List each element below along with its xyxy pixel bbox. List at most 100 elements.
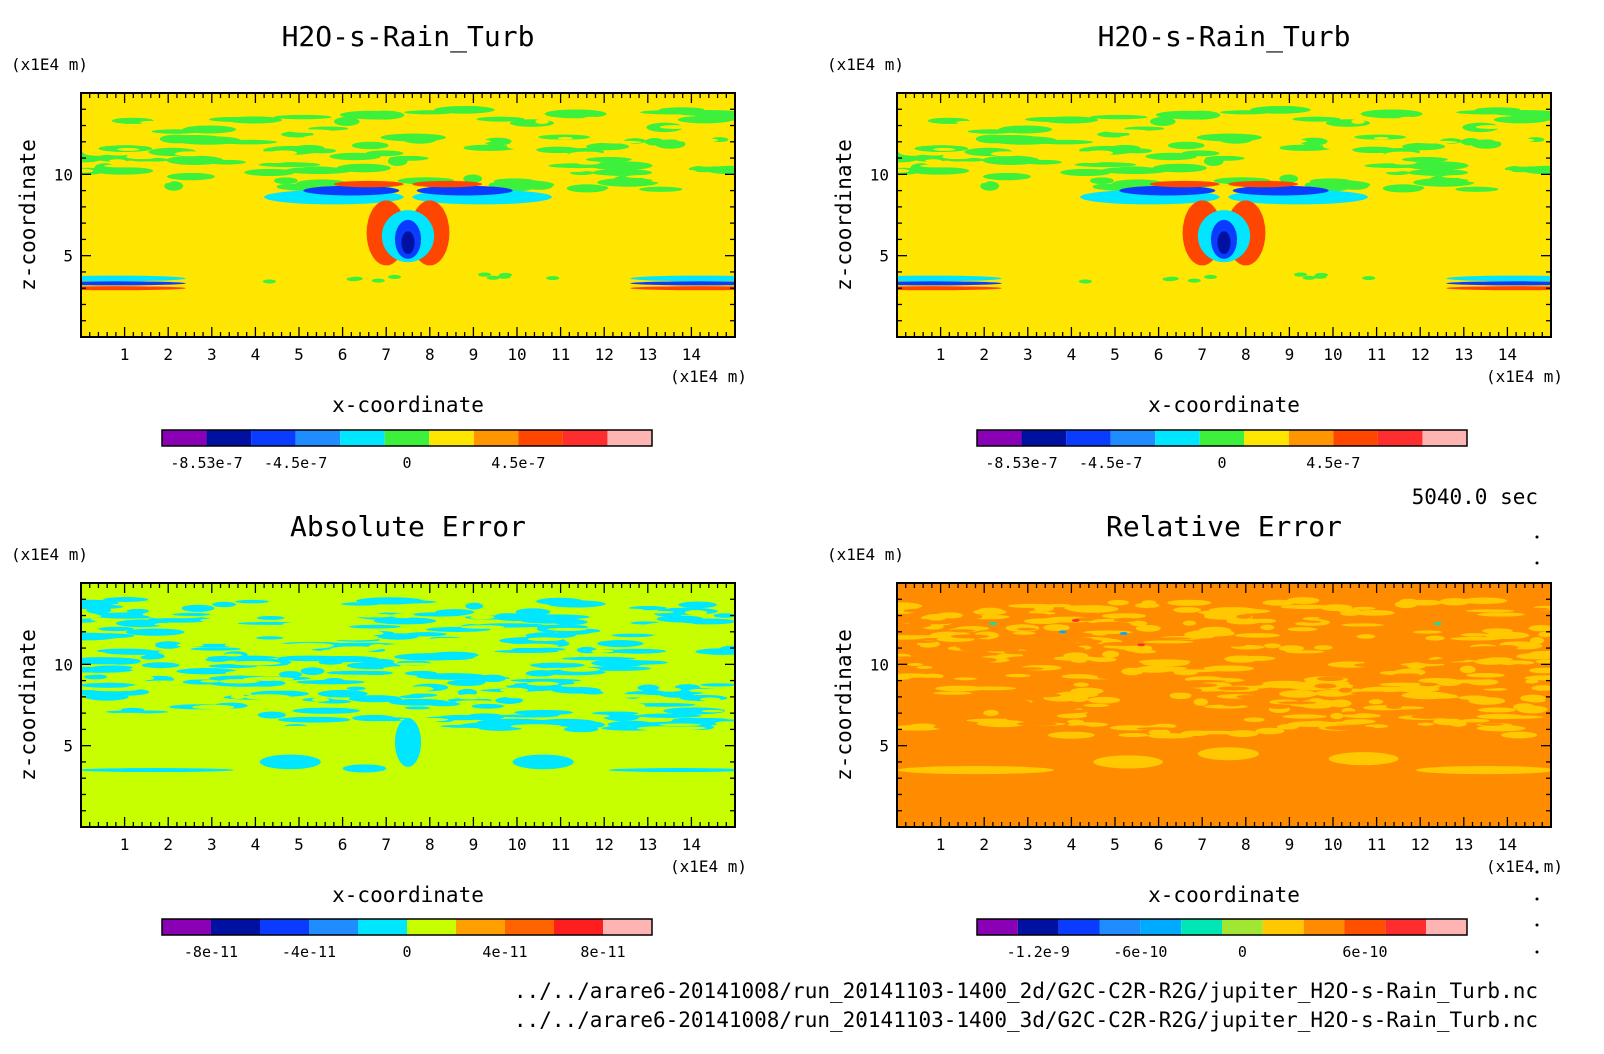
contour-band: [126, 608, 150, 614]
contour-gap: [967, 179, 988, 184]
colorbar-segment: [1021, 430, 1067, 446]
contour-gap: [1414, 140, 1458, 144]
contour-band: [1198, 610, 1239, 615]
contour-band: [1538, 631, 1551, 638]
contour-band: [437, 714, 485, 721]
contour-band: [258, 162, 321, 168]
contour-gap: [547, 627, 587, 631]
contour-gap: [897, 656, 915, 659]
contour-band: [207, 159, 247, 165]
contour-gap: [492, 605, 508, 611]
y-tick-label: 10: [870, 165, 889, 184]
bottom-layer: [897, 281, 1002, 286]
colorbar-tick-label: 0: [402, 943, 411, 961]
x-tick-label: 13: [638, 345, 657, 364]
contour-gap: [651, 178, 698, 183]
contour-band: [273, 177, 298, 185]
contour-band: [1279, 174, 1299, 183]
contour-gap: [948, 161, 979, 166]
x-unit-label: (x1E4 m): [670, 367, 747, 386]
contour-gap: [1450, 151, 1496, 157]
contour-gap: [289, 129, 332, 133]
x-tick-label: 7: [381, 345, 391, 364]
contour-gap: [1277, 701, 1317, 705]
chart-panel-1: H2O-s-Rain_Turb(x1E4 m)1 2 3 4 5 6 7 8 9 10 11 12 13…: [11, 20, 747, 472]
contour-band: [164, 181, 184, 191]
contour-band: [1224, 655, 1259, 663]
field-contours: [897, 597, 1551, 775]
contour-band: [630, 690, 704, 696]
x-tick-label: 4: [251, 835, 261, 854]
contour-band: [590, 161, 653, 171]
contour-gap: [1475, 125, 1507, 129]
colorbar-segment: [1099, 919, 1141, 935]
contour-gap: [1154, 680, 1173, 685]
contour-band: [1024, 116, 1075, 122]
contour-band: [94, 154, 136, 162]
contour-band: [1260, 624, 1275, 631]
contour-gap: [192, 704, 235, 710]
contour-band: [446, 679, 486, 686]
x-tick-label: 14: [682, 345, 701, 364]
contour-gap: [897, 120, 912, 126]
colorbar-segment: [1262, 919, 1304, 935]
contour-band: [1460, 633, 1488, 637]
contour-band: [544, 109, 607, 119]
y-axis-label: z-coordinate: [832, 139, 856, 291]
contour-gap: [959, 646, 997, 652]
contour-gap: [1294, 641, 1331, 645]
contour-gap: [240, 646, 258, 650]
contour-gap: [203, 694, 227, 698]
contour-gap: [897, 644, 921, 648]
contour-gap: [1105, 129, 1148, 133]
contour-band: [908, 723, 937, 730]
contour-band: [1360, 109, 1423, 119]
x-tick-label: 9: [469, 345, 479, 364]
x-tick-label: 11: [1367, 835, 1386, 854]
contour-band: [104, 650, 177, 655]
contour-gap: [1025, 167, 1042, 172]
contour-band: [629, 702, 696, 707]
contour-gap: [973, 699, 1011, 703]
bottom-blob: [1197, 747, 1259, 761]
contour-gap: [903, 608, 939, 613]
contour-band: [964, 686, 1016, 691]
contour-band: [576, 646, 597, 654]
contour-gap: [1074, 617, 1096, 622]
contour-gap: [1099, 157, 1131, 161]
y-tick-label: 5: [879, 737, 889, 756]
contour-gap: [962, 614, 983, 620]
contour-gap: [947, 629, 975, 633]
contour-gap: [197, 633, 235, 637]
contour-gap: [1324, 611, 1341, 615]
contour-band: [546, 719, 594, 725]
contour-band: [205, 657, 230, 662]
contour-band: [174, 136, 241, 145]
x-tick-label: 8: [425, 835, 435, 854]
x-unit-label: (x1E4 m): [670, 857, 747, 876]
contour-gap: [481, 175, 519, 179]
contour-gap: [898, 640, 937, 644]
contour-band: [1474, 658, 1506, 665]
contour-band: [1448, 679, 1488, 684]
contour-gap: [1136, 727, 1176, 730]
contour-band: [1149, 117, 1176, 126]
bottom-layer: [897, 275, 1002, 282]
contour-band: [678, 601, 717, 609]
contour-speck: [1119, 631, 1128, 635]
contour-band: [256, 615, 285, 620]
contour-band: [675, 110, 735, 116]
field-contours: [81, 597, 735, 773]
contour-band: [1299, 137, 1328, 146]
contour-band: [1368, 699, 1384, 705]
contour-gap: [1151, 637, 1192, 640]
contour-band: [352, 714, 396, 722]
contour-gap: [1435, 713, 1469, 719]
contour-gap: [919, 164, 961, 168]
contour-gap: [576, 161, 600, 165]
contour-gap: [1419, 682, 1438, 687]
contour-band: [1504, 165, 1539, 173]
contour-band: [1107, 599, 1129, 606]
contour-gap: [910, 137, 947, 143]
